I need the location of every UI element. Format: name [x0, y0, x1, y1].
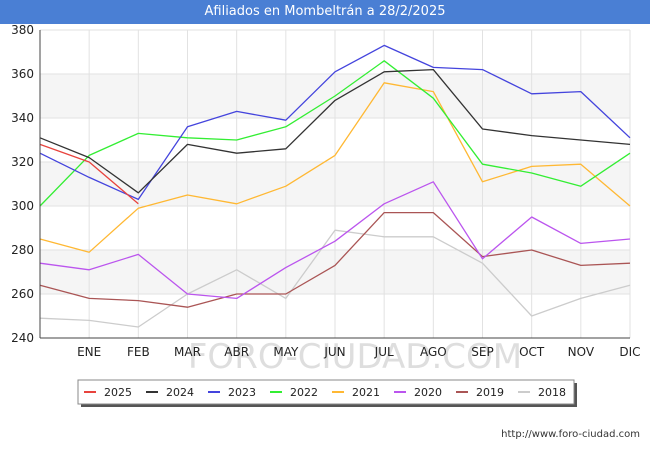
- y-tick-label: 280: [11, 243, 34, 257]
- x-tick-label: OCT: [519, 345, 545, 359]
- legend: 2025 2024 2023 2022 2021 2020 2019 2018: [77, 379, 577, 407]
- x-tick-label: JUN: [323, 345, 345, 359]
- axes: 240 260 280 300 320 340 360 380 ENE FEB MAR ABR MAY J…: [11, 23, 640, 359]
- legend-label: 2018: [538, 386, 566, 399]
- grid-lines: [40, 29, 631, 339]
- series-line-2024: [39, 68, 631, 194]
- x-tick-label: JUL: [374, 345, 394, 359]
- legend-label: 2020: [414, 386, 442, 399]
- legend-label: 2023: [228, 386, 256, 399]
- series-line-2018: [39, 229, 631, 328]
- chart-title: Afiliados en Mombeltrán a 28/2/2025: [0, 0, 650, 24]
- y-tick-label: 320: [11, 155, 34, 169]
- legend-label: 2019: [476, 386, 504, 399]
- legend-label: 2024: [166, 386, 194, 399]
- legend-box: [77, 379, 575, 405]
- y-tick-label: 260: [11, 287, 34, 301]
- y-tick-label: 300: [11, 199, 34, 213]
- series-line-2020: [39, 181, 631, 300]
- y-tick-label: 360: [11, 67, 34, 81]
- x-tick-label: NOV: [568, 345, 595, 359]
- x-tick-label: FEB: [127, 345, 150, 359]
- legend-label: 2021: [352, 386, 380, 399]
- legend-label: 2022: [290, 386, 318, 399]
- x-tick-label: MAY: [273, 345, 299, 359]
- series-line-2023: [39, 44, 631, 201]
- y-tick-label: 340: [11, 111, 34, 125]
- footer-url: http://www.foro-ciudad.com: [501, 429, 640, 440]
- series-line-2019: [39, 211, 631, 308]
- series-group: [39, 44, 631, 328]
- series-line-2025: [39, 143, 139, 205]
- x-tick-label: MAR: [174, 345, 201, 359]
- x-tick-label: SEP: [471, 345, 493, 359]
- x-tick-label: ABR: [224, 345, 249, 359]
- legend-label: 2025: [104, 386, 132, 399]
- series-line-2021: [39, 82, 631, 253]
- watermark: FORO-CIUDAD.COM: [188, 337, 522, 377]
- series-line-2022: [39, 60, 631, 207]
- x-tick-label: AGO: [420, 345, 447, 359]
- x-tick-label: DIC: [619, 345, 640, 359]
- y-tick-label: 240: [11, 331, 34, 345]
- y-tick-label: 380: [11, 23, 34, 37]
- x-tick-label: ENE: [77, 345, 101, 359]
